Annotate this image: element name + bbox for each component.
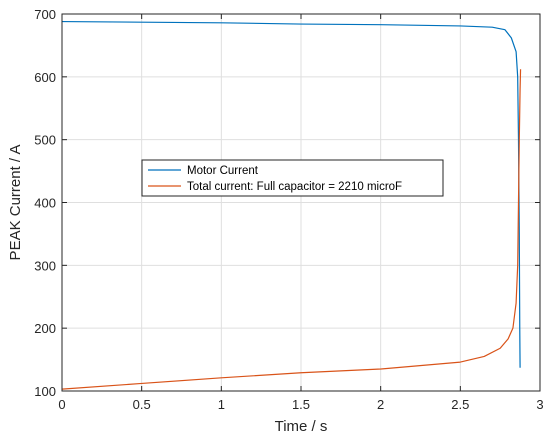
x-tick-label: 1.5 [292, 397, 310, 412]
legend-label-2: Total current: Full capacitor = 2210 mic… [187, 181, 402, 193]
x-tick-label: 2.5 [451, 397, 469, 412]
x-axis-label: Time / s [275, 418, 328, 435]
x-tick-label: 3 [536, 397, 543, 412]
y-tick-label: 700 [34, 7, 56, 22]
y-tick-label: 600 [34, 70, 56, 85]
x-tick-label: 2 [377, 397, 384, 412]
y-axis-label: PEAK Current / A [7, 145, 24, 261]
legend-label-1: Motor Current [187, 165, 259, 177]
legend: Motor Current Total current: Full capacit… [141, 159, 444, 197]
axis-ticks: 0 0.5 1 1.5 2 2.5 3 100 200 300 400 500 600 700 [34, 7, 543, 412]
y-tick-label: 300 [34, 258, 56, 273]
x-tick-label: 0 [58, 397, 65, 412]
x-tick-label: 1 [218, 397, 225, 412]
y-tick-label: 200 [34, 321, 56, 336]
legend-box [141, 159, 444, 197]
series-lines [61, 20, 522, 390]
y-tick-label: 400 [34, 196, 56, 211]
y-tick-label: 500 [34, 133, 56, 148]
series-line-2 [61, 69, 522, 390]
x-tick-label: 0.5 [133, 397, 151, 412]
y-tick-label: 100 [34, 384, 56, 399]
